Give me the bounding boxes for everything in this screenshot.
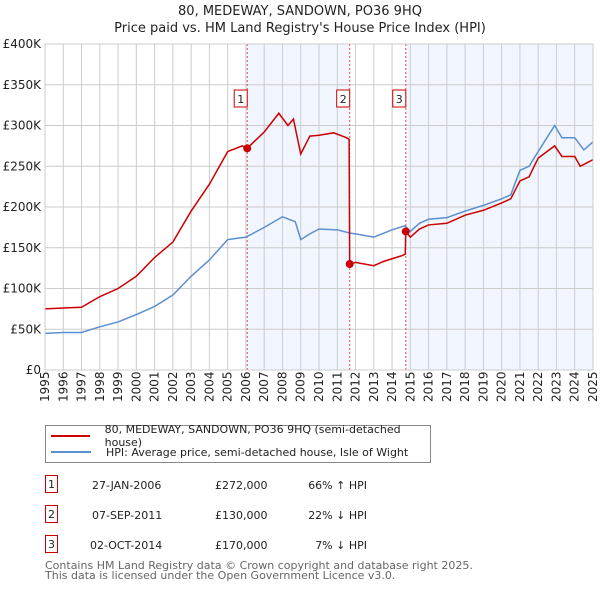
x-tick-label: 2019	[476, 371, 490, 402]
x-tick-label: 2023	[549, 371, 563, 402]
x-tick-label: 2017	[440, 371, 454, 402]
legend-swatch-red	[51, 435, 90, 437]
transaction-badge: 2	[45, 505, 58, 523]
transaction-price: £130,000	[215, 509, 268, 522]
transaction-badge: 1	[45, 475, 58, 493]
x-tick-label: 2007	[257, 371, 271, 402]
transaction-row: 2 07-SEP-2011 £130,000 22% ↓ HPI	[45, 505, 445, 525]
sale-badge	[392, 89, 407, 108]
legend-item-hpi: HPI: Average price, semi-detached house,…	[46, 444, 408, 460]
x-tick-label: 2003	[184, 371, 198, 402]
x-tick-label: 1995	[38, 371, 52, 402]
x-tick-label: 1999	[111, 371, 125, 402]
footer-copyright: Contains HM Land Registry data © Crown c…	[45, 559, 473, 572]
y-tick-label: £200K	[3, 200, 43, 214]
x-tick-label: 2012	[349, 371, 363, 402]
y-tick-label: £300K	[3, 119, 43, 133]
sale-badge-label: 1	[237, 93, 244, 106]
legend-label: 80, MEDEWAY, SANDOWN, PO36 9HQ (semi-det…	[104, 423, 401, 449]
y-tick-label: £50K	[10, 322, 42, 336]
transaction-badge: 3	[45, 535, 58, 553]
x-tick-label: 2011	[330, 371, 344, 402]
chart-title: 80, MEDEWAY, SANDOWN, PO36 9HQ	[178, 4, 422, 19]
x-tick-label: 2018	[458, 371, 472, 402]
x-tick-label: 2020	[495, 371, 509, 402]
transaction-price: £170,000	[215, 539, 268, 552]
transaction-date: 07-SEP-2011	[92, 509, 163, 522]
sale-badge-label: 2	[340, 93, 347, 106]
legend-label: HPI: Average price, semi-detached house,…	[106, 445, 409, 459]
legend: 80, MEDEWAY, SANDOWN, PO36 9HQ (semi-det…	[45, 423, 431, 463]
chart-svg: 1995 1996 1997 1998 1999 2000 2001 2002 2003 2004…	[3, 37, 600, 402]
y-tick-label: £150K	[3, 241, 43, 255]
x-tick-label: 2004	[202, 371, 216, 402]
sale-point	[401, 227, 410, 236]
y-tick-label: £0	[26, 363, 41, 377]
property-series-line	[44, 112, 594, 310]
plot-border	[44, 43, 594, 371]
sale-badge	[233, 89, 248, 108]
y-tick-label: £400K	[3, 37, 43, 51]
x-tick-label: 2024	[568, 371, 582, 402]
x-tick-label: 2005	[221, 371, 235, 402]
x-tick-label: 2014	[385, 371, 399, 402]
transaction-hpi: 7% ↓ HPI	[315, 539, 367, 552]
x-tick-label: 2010	[312, 371, 326, 402]
hpi-series-line	[44, 124, 594, 335]
x-tick-label: 2025	[586, 371, 600, 402]
y-tick-label: £250K	[3, 159, 43, 173]
x-tick-label: 2001	[148, 371, 162, 402]
transaction-date: 27-JAN-2006	[92, 479, 162, 492]
x-tick-label: 2000	[129, 371, 143, 402]
y-tick-label: £100K	[3, 282, 43, 296]
transaction-price: £272,000	[215, 479, 268, 492]
x-tick-label: 2002	[166, 371, 180, 402]
transaction-date: 02-OCT-2014	[90, 539, 163, 552]
x-tick-label: 2016	[422, 371, 436, 402]
sale-point	[243, 144, 252, 153]
chart-subtitle: Price paid vs. HM Land Registry's House …	[114, 21, 486, 36]
x-tick-label: 2006	[239, 371, 253, 402]
transaction-hpi: 66% ↑ HPI	[308, 479, 367, 492]
y-tick-label: £350K	[3, 78, 43, 92]
x-tick-label: 2021	[513, 371, 527, 402]
sale-point	[345, 260, 354, 269]
x-tick-label: 2009	[294, 371, 308, 402]
transaction-row: 3 02-OCT-2014 £170,000 7% ↓ HPI	[45, 535, 445, 555]
sale-badge-label: 3	[396, 93, 403, 106]
legend-swatch-blue	[51, 451, 91, 453]
x-tick-label: 1997	[75, 371, 89, 402]
x-tick-label: 1996	[56, 371, 70, 402]
x-tick-label: 1998	[93, 371, 107, 402]
legend-item-property: 80, MEDEWAY, SANDOWN, PO36 9HQ (semi-det…	[46, 423, 430, 449]
sale-badge	[336, 89, 351, 108]
x-tick-label: 2008	[275, 371, 289, 402]
x-tick-label: 2013	[367, 371, 381, 402]
transaction-row: 1 27-JAN-2006 £272,000 66% ↑ HPI	[45, 475, 445, 495]
x-tick-label: 2022	[531, 371, 545, 402]
footer: Contains HM Land Registry data © Crown c…	[45, 559, 473, 582]
x-tick-label: 2015	[403, 371, 417, 402]
transaction-hpi: 22% ↓ HPI	[308, 509, 367, 522]
footer-licence: This data is licensed under the Open Gov…	[45, 569, 396, 582]
